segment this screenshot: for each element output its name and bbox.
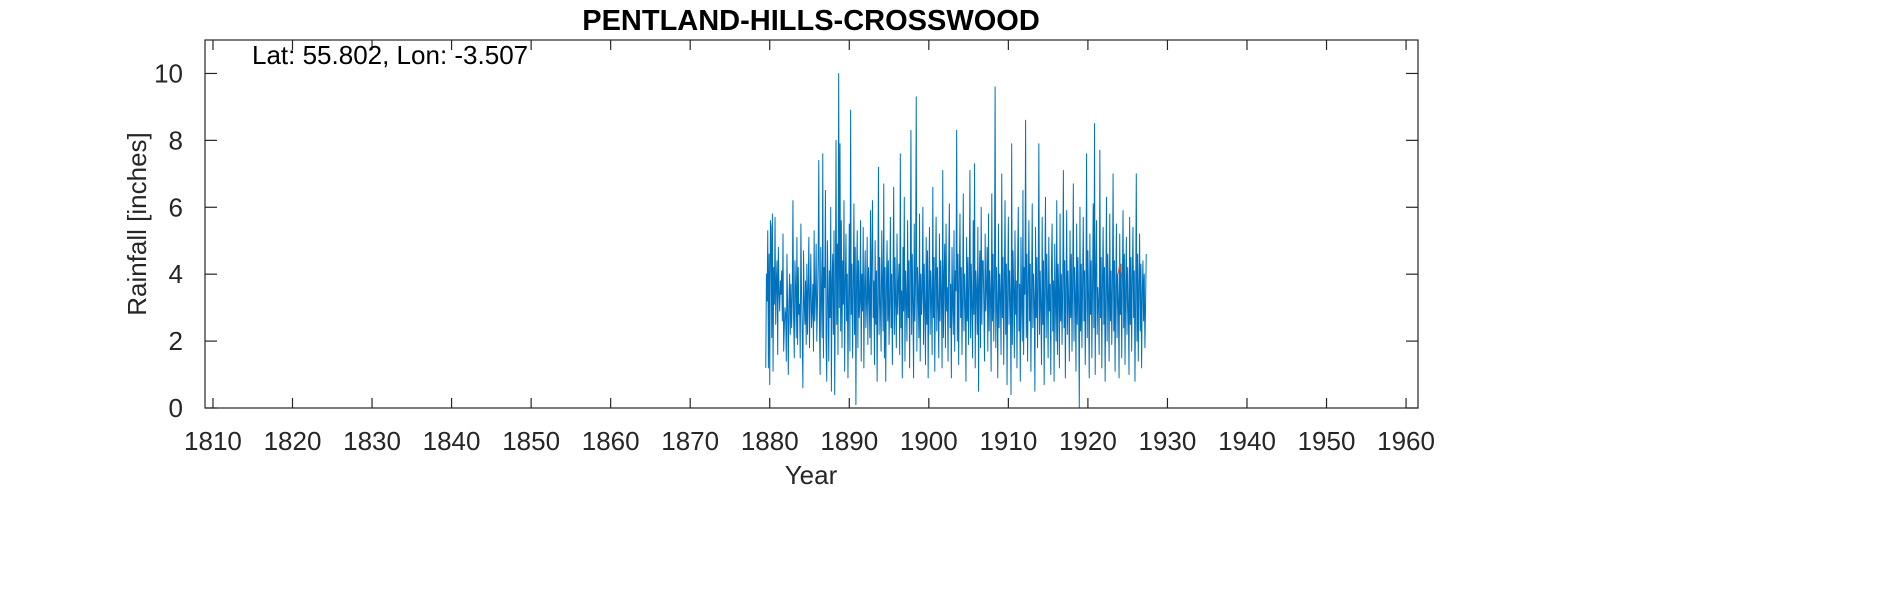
y-axis-ticks: 0 2 4 6 8 10 — [154, 58, 1418, 423]
plot-area — [205, 40, 1418, 408]
x-tick-label: 1850 — [502, 426, 560, 456]
x-tick-label: 1830 — [343, 426, 401, 456]
x-tick-label: 1890 — [820, 426, 878, 456]
x-tick-label: 1870 — [661, 426, 719, 456]
series-line-1 — [765, 72, 1147, 409]
x-tick-label: 1930 — [1139, 426, 1197, 456]
y-tick-label: 0 — [169, 393, 183, 423]
x-tick-label: 1920 — [1059, 426, 1117, 456]
chart-title: PENTLAND-HILLS-CROSSWOOD — [582, 5, 1040, 37]
x-tick-label: 1810 — [184, 426, 242, 456]
y-tick-label: 2 — [169, 326, 183, 356]
location-annotation: Lat: 55.802, Lon: -3.507 — [252, 40, 528, 70]
y-tick-label: 4 — [169, 259, 183, 289]
x-axis-label: Year — [785, 460, 838, 490]
series-line-2 — [1117, 263, 1123, 278]
y-tick-label: 8 — [169, 125, 183, 155]
x-tick-label: 1900 — [900, 426, 958, 456]
x-tick-label: 1940 — [1218, 426, 1276, 456]
x-tick-label: 1880 — [741, 426, 799, 456]
x-tick-label: 1950 — [1298, 426, 1356, 456]
x-tick-label: 1860 — [582, 426, 640, 456]
y-tick-label: 10 — [154, 58, 183, 88]
x-tick-label: 1840 — [423, 426, 481, 456]
plot-box — [204, 39, 1419, 409]
x-tick-label: 1820 — [264, 426, 322, 456]
y-tick-label: 6 — [169, 192, 183, 222]
series-layer — [765, 72, 1147, 409]
x-tick-label: 1910 — [979, 426, 1037, 456]
x-axis-ticks: 1810 1820 1830 1840 1850 1860 1870 1880 1890 1900… — [184, 40, 1435, 456]
x-tick-label: 1960 — [1377, 426, 1435, 456]
y-axis-label: Rainfall [inches] — [122, 132, 152, 316]
